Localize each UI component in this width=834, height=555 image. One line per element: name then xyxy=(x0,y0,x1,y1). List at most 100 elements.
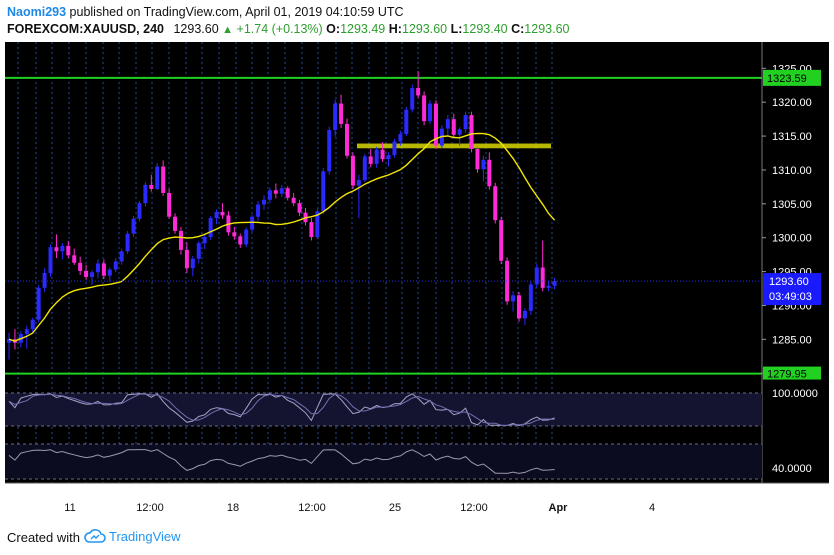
price-tick-label: 1310.00 xyxy=(772,165,812,177)
candlestick-series xyxy=(7,71,557,360)
candle-body xyxy=(220,211,225,216)
footer: Created with TradingView xyxy=(0,525,834,553)
candle-body xyxy=(540,267,545,288)
candle-body xyxy=(119,251,124,262)
candle-body xyxy=(184,249,189,269)
candle-body xyxy=(333,103,338,130)
candle-body xyxy=(291,197,296,204)
candle-body xyxy=(297,203,302,213)
support-price-label: 1279.95 xyxy=(767,369,807,381)
author-link[interactable]: Naomi293 xyxy=(7,5,67,19)
candle-body xyxy=(90,272,95,278)
chart-canvas[interactable]: 1325.001320.001315.001310.001305.001300.… xyxy=(0,42,834,520)
candle-body xyxy=(232,232,237,237)
candle-body xyxy=(457,129,462,135)
time-tick-label: 11 xyxy=(64,502,75,514)
resistance-price-tag xyxy=(763,69,821,86)
last-price-label: 1293.60 xyxy=(769,276,809,288)
supply-zone-box xyxy=(357,143,551,149)
candle-body xyxy=(60,245,65,252)
candle-body xyxy=(42,272,47,288)
time-tick-label: 12:00 xyxy=(298,502,326,514)
open-label: O: xyxy=(326,22,341,36)
candle-body xyxy=(516,295,521,319)
tradingview-cloud-icon xyxy=(84,529,106,543)
candle-body xyxy=(345,123,350,156)
published-text: published on TradingView.com, April 01, … xyxy=(69,5,404,19)
candle-body xyxy=(131,218,136,234)
symbol-line: FOREXCOM:XAUUSD, 240 1293.60 ▲ +1.74 (+0… xyxy=(7,22,569,36)
stochastic-d-line xyxy=(8,393,555,426)
price-tags: 1323.59 1279.95 1293.60 03:49:03 xyxy=(5,69,821,381)
candle-body xyxy=(368,156,373,164)
created-with-text: Created with xyxy=(7,530,80,545)
candle-body xyxy=(374,149,379,164)
candle-body xyxy=(499,220,504,261)
price-axis[interactable] xyxy=(762,42,829,483)
up-arrow-icon: ▲ xyxy=(222,24,234,36)
candle-body xyxy=(208,218,213,238)
low-value: 1293.40 xyxy=(462,22,508,36)
candle-body xyxy=(339,103,344,124)
candle-body xyxy=(487,159,492,187)
candle-body xyxy=(30,319,35,330)
candle-body xyxy=(451,119,456,135)
candle-body xyxy=(267,190,272,200)
candle-body xyxy=(36,287,41,320)
low-label: L: xyxy=(450,22,463,36)
candle-body xyxy=(107,269,112,276)
time-tick-label: 25 xyxy=(389,502,401,514)
candle-body xyxy=(66,245,71,256)
candle-body xyxy=(173,216,178,231)
moving-average xyxy=(8,132,556,342)
candle-body xyxy=(327,129,332,172)
price-tick-label: 1300.00 xyxy=(772,233,812,245)
candle-body xyxy=(398,134,403,142)
candle-body xyxy=(511,295,516,302)
time-axis: 11 12:00 18 12:00 25 12:00 Apr 4 xyxy=(64,502,655,514)
candle-body xyxy=(137,203,142,219)
candle-body xyxy=(202,237,207,244)
open-value: 1293.49 xyxy=(340,22,386,36)
candle-body xyxy=(469,115,474,149)
candle-body xyxy=(552,281,557,286)
candle-body xyxy=(256,204,261,217)
price-tick-label: 1315.00 xyxy=(772,131,812,143)
candle-body xyxy=(155,166,160,189)
candle-body xyxy=(445,119,450,129)
candle-body xyxy=(392,141,397,156)
candle-body xyxy=(410,87,415,110)
price-tick-label: 1320.00 xyxy=(772,97,812,109)
candle-body xyxy=(475,148,480,170)
price-tick-label: 1305.00 xyxy=(772,199,812,211)
candle-body xyxy=(48,247,53,273)
candle-body xyxy=(250,216,255,230)
candle-body xyxy=(404,109,409,135)
candle-body xyxy=(113,261,118,270)
candle-body xyxy=(428,103,433,122)
candle-body xyxy=(309,222,314,238)
tradingview-brand-text[interactable]: TradingView xyxy=(109,528,181,544)
oscillator-2-value: 40.0000 xyxy=(772,463,812,475)
publish-line: Naomi293 published on TradingView.com, A… xyxy=(7,5,404,19)
candle-body xyxy=(196,243,201,259)
rsi-line xyxy=(8,449,555,474)
close-value: 1293.60 xyxy=(524,22,570,36)
candle-body xyxy=(54,247,59,252)
candle-body xyxy=(386,155,391,160)
candle-body xyxy=(72,255,77,263)
price-change: +1.74 (+0.13%) xyxy=(236,22,323,36)
candle-body xyxy=(244,229,249,245)
candle-body xyxy=(78,262,83,271)
candle-body xyxy=(125,233,130,252)
resistance-price-label: 1323.59 xyxy=(767,73,807,85)
candle-body xyxy=(279,188,284,194)
candle-body xyxy=(546,285,551,288)
tradingview-logo[interactable]: TradingView xyxy=(84,528,181,544)
high-label: H: xyxy=(388,22,402,36)
candle-body xyxy=(273,190,278,194)
candle-body xyxy=(167,192,172,217)
oscillator-1-value: 100.0000 xyxy=(772,388,818,400)
candle-body xyxy=(190,258,195,269)
candle-body xyxy=(422,95,427,122)
